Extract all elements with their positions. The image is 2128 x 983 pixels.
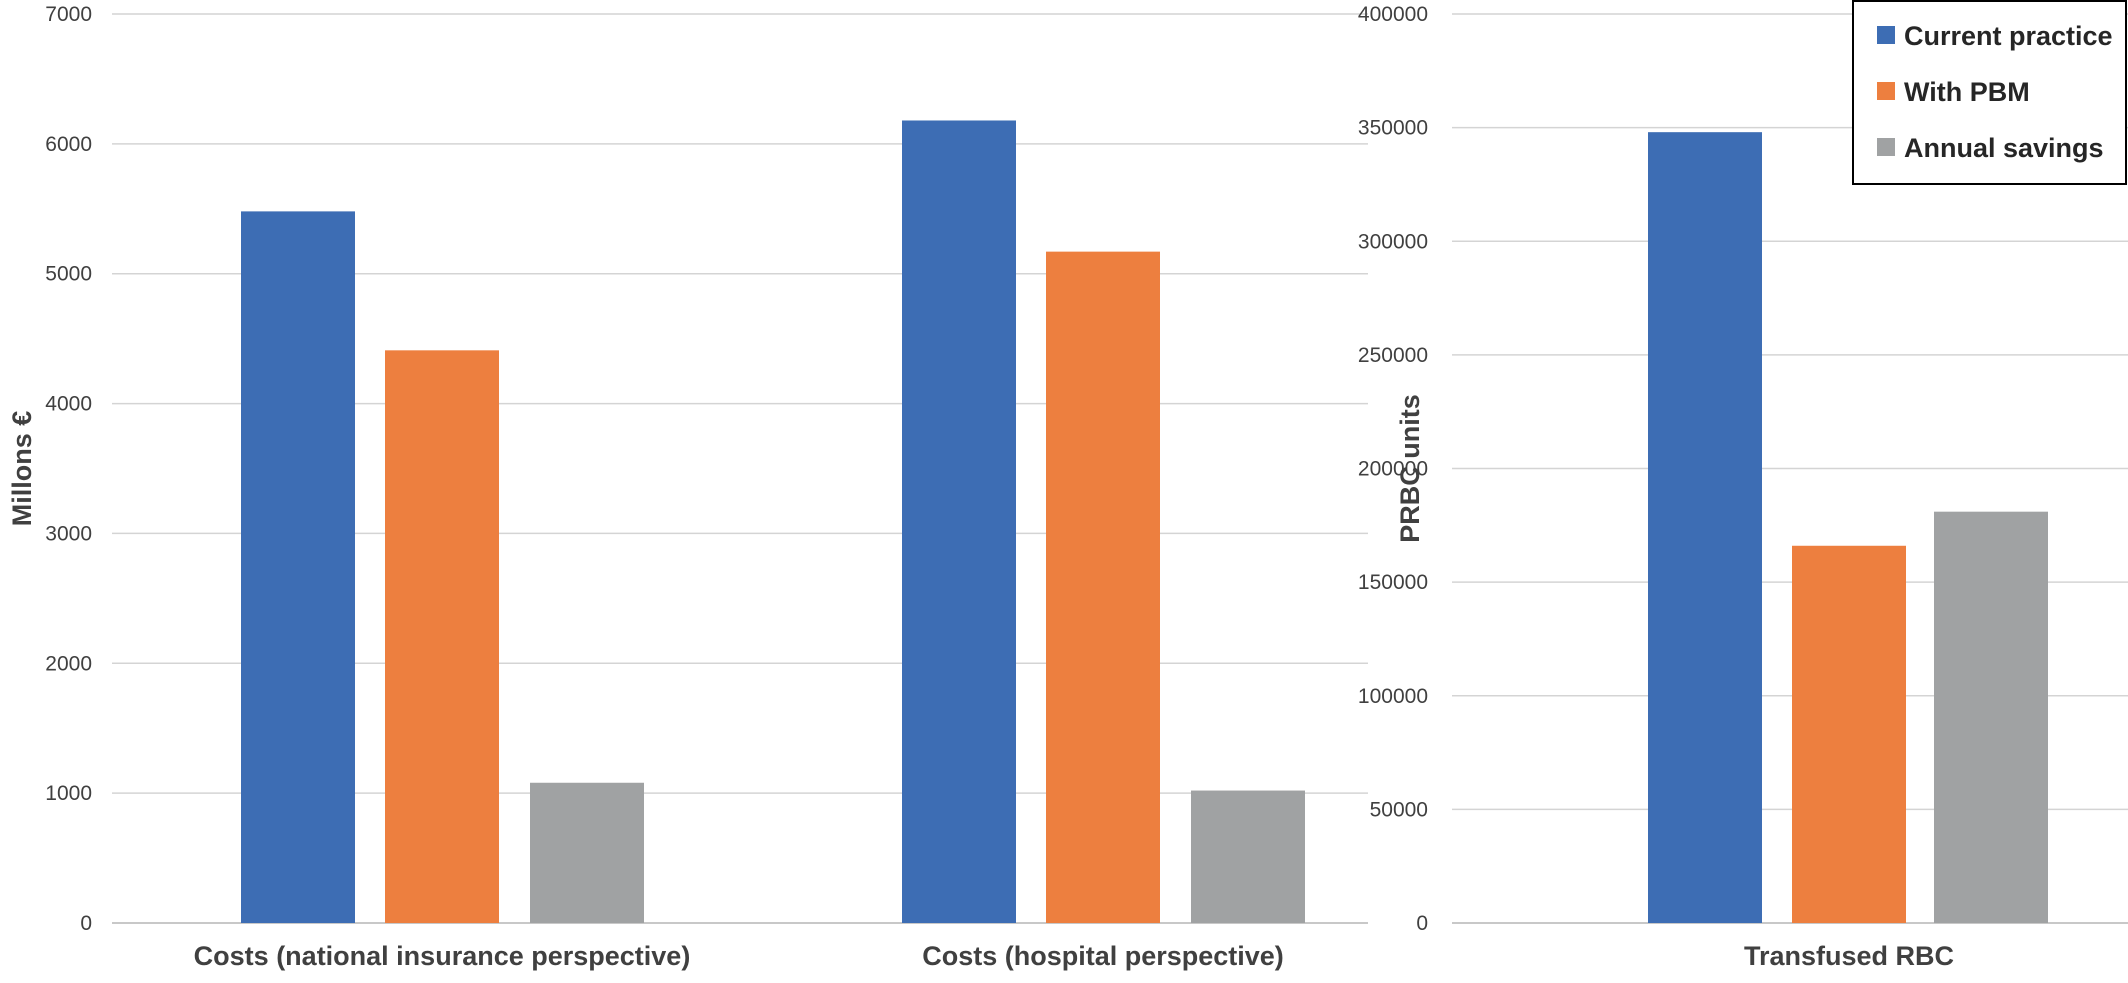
- prbc-y-tick-label: 300000: [1358, 230, 1428, 253]
- costs-y-tick-label: 7000: [45, 3, 92, 26]
- costs-category-label: Costs (national insurance perspective): [194, 941, 691, 971]
- costs-bar-current-practice-costs-hospital-perspective: [902, 120, 1016, 924]
- costs-bar-with-pbm-costs-hospital-perspective: [1046, 251, 1160, 924]
- prbc-category-label: Transfused RBC: [1744, 941, 1954, 971]
- prbc-bar-with-pbm-transfused-rbc: [1792, 545, 1906, 923]
- costs-category-label: Costs (hospital perspective): [922, 941, 1284, 971]
- legend-swatch-with-pbm: [1877, 82, 1895, 100]
- prbc-y-tick-label: 100000: [1358, 685, 1428, 708]
- prbc-y-tick-label: 350000: [1358, 117, 1428, 140]
- costs-y-tick-label: 2000: [45, 652, 92, 675]
- prbc-y-tick-label: 400000: [1358, 3, 1428, 26]
- legend-label-annual-savings: Annual savings: [1904, 133, 2104, 163]
- costs-bar-annual-savings-costs-national-insurance-perspective: [530, 782, 644, 923]
- costs-y-tick-label: 0: [80, 912, 92, 935]
- legend-label-current-practice: Current practice: [1904, 21, 2113, 51]
- prbc-y-tick-label: 150000: [1358, 571, 1428, 594]
- legend-box: [1852, 0, 2127, 185]
- costs-bar-current-practice-costs-national-insurance-perspective: [241, 211, 355, 923]
- prbc-chart-panel: 0 50000 100000 150000 200000 250000 300000 3500…: [1358, 3, 2128, 971]
- costs-bar-with-pbm-costs-national-insurance-perspective: [385, 350, 499, 924]
- prbc-y-tick-label: 250000: [1358, 344, 1428, 367]
- legend-swatch-current-practice: [1877, 26, 1895, 44]
- legend-label-with-pbm: With PBM: [1904, 77, 2030, 107]
- prbc-y-tick-label: 200000: [1358, 458, 1428, 481]
- prbc-bar-current-practice-transfused-rbc: [1648, 132, 1762, 924]
- costs-y-axis-label: Millons €: [7, 411, 37, 527]
- prbc-bar-annual-savings-transfused-rbc: [1934, 511, 2048, 923]
- costs-bar-annual-savings-costs-hospital-perspective: [1191, 790, 1305, 923]
- legend-swatch-annual-savings: [1877, 138, 1895, 156]
- prbc-y-axis-label: PRBC units: [1395, 394, 1425, 543]
- prbc-y-tick-label: 50000: [1370, 798, 1428, 821]
- costs-y-tick-label: 3000: [45, 522, 92, 545]
- costs-y-tick-label: 1000: [45, 782, 92, 805]
- costs-y-tick-label: 6000: [45, 133, 92, 156]
- chart-legend: Current practice With PBM Annual savings: [1852, 0, 2127, 185]
- costs-y-tick-label: 5000: [45, 263, 92, 286]
- costs-chart-panel: 0 1000 2000 3000 4000 5000 6000 7000 Millons € Co…: [7, 3, 1368, 971]
- costs-y-tick-label: 4000: [45, 393, 92, 416]
- prbc-y-tick-label: 0: [1416, 912, 1428, 935]
